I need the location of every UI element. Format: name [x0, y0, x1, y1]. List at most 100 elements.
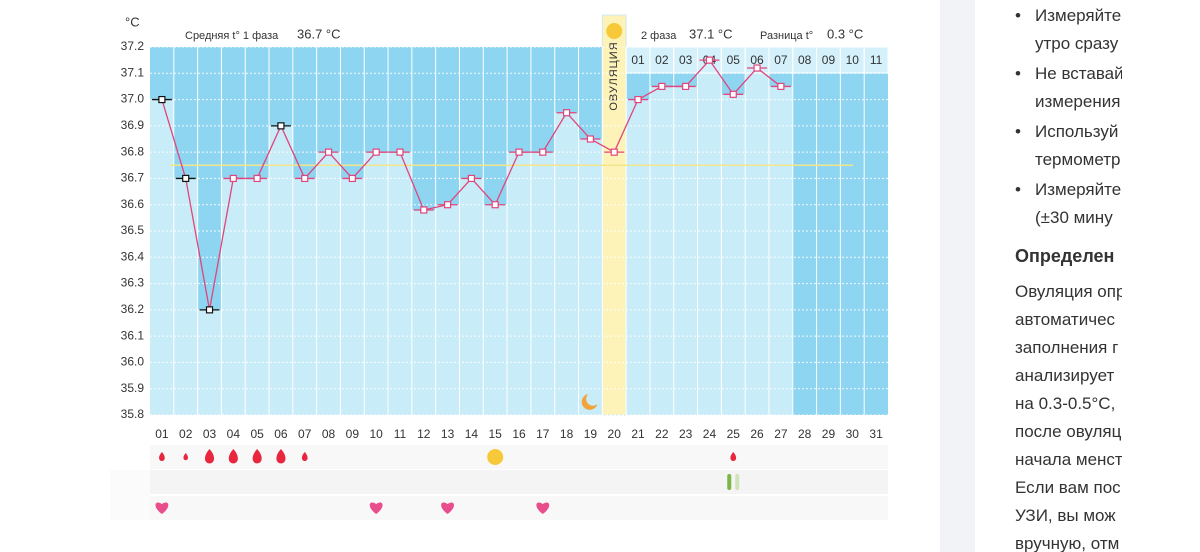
x-tick-label: 12: [417, 427, 431, 441]
x-tick-label: 22: [655, 427, 669, 441]
x-tick-label: 26: [750, 427, 764, 441]
x-tick-label: 31: [869, 427, 883, 441]
paragraph-line: вручную, отм: [1015, 534, 1120, 552]
bullet-line: Используй: [1035, 122, 1119, 141]
text-panel: Измеряйте утро сразу Не вставай измерения Ис…: [975, 0, 1122, 552]
x-tick-label: 01: [155, 427, 169, 441]
bar: [340, 178, 365, 415]
x-tick-label: 28: [798, 427, 812, 441]
bar: [459, 178, 484, 415]
bullet-line: термометр: [1035, 150, 1121, 169]
bar: [245, 178, 270, 415]
x-tick-label: 16: [512, 427, 526, 441]
x-tick-label: 25: [727, 427, 741, 441]
y-tick-label: 35.9: [121, 381, 145, 395]
marker: [610, 148, 618, 156]
diff-value: 0.3 °C: [827, 26, 863, 41]
drop-icon: [183, 453, 188, 461]
y-tick-label: 37.2: [121, 39, 145, 53]
sun-icon: [487, 449, 504, 465]
phase1-label: Средняя t° 1 фаза: [185, 30, 279, 42]
x-tick-label: 03: [203, 427, 217, 441]
paragraph-line: начала менст: [1015, 450, 1122, 469]
bar: [768, 86, 793, 415]
bar: [173, 178, 198, 415]
bullet-line: Не вставай: [1035, 64, 1122, 83]
phase2-day-label: 01: [631, 53, 645, 67]
test-icon: [727, 474, 732, 490]
y-tick-label: 36.6: [121, 197, 145, 211]
paragraph-line: на 0.3-0.5°C,: [1015, 394, 1116, 413]
bar: [578, 139, 603, 415]
y-tick-label: 36.2: [121, 302, 145, 316]
chart: °C Средняя t° 1 фаза 36.7 °C 2 фаза 37.1…: [120, 14, 889, 520]
paragraph-line: УЗИ, вы мож: [1015, 506, 1116, 525]
marker: [301, 174, 309, 183]
paragraph-line: автоматичес: [1015, 310, 1116, 329]
drop-icon: [276, 449, 286, 464]
bar: [197, 309, 222, 415]
y-tick-label: 36.4: [121, 249, 145, 263]
x-tick-label: 05: [250, 427, 264, 441]
icon-row: [150, 470, 888, 494]
phase2-day-label: 08: [798, 53, 812, 67]
x-tick-label: 27: [774, 427, 788, 441]
marker: [372, 148, 380, 156]
y-tick-label: 37.0: [121, 92, 145, 106]
y-tick-label: 36.5: [121, 223, 145, 237]
x-tick-label: 17: [536, 427, 550, 441]
x-tick-label: 29: [822, 427, 836, 441]
y-unit: °C: [125, 14, 140, 29]
marker: [563, 109, 571, 117]
ovulation-label: ОВУЛЯЦИЯ: [608, 41, 620, 110]
marker: [729, 90, 737, 98]
x-tick-label: 24: [703, 427, 717, 441]
x-tick-label: 14: [465, 427, 479, 441]
marker: [396, 148, 404, 156]
paragraph-line: Овуляция опр: [1015, 282, 1122, 301]
heart-icon: [369, 502, 383, 514]
marker: [539, 148, 547, 156]
icon-row: [150, 445, 888, 469]
drop-icon: [252, 449, 262, 464]
bar: [364, 152, 389, 415]
marker: [634, 95, 642, 104]
y-tick-label: 36.1: [121, 328, 145, 342]
bullet-item: Используй термометр: [975, 118, 1122, 174]
x-tick-label: 23: [679, 427, 693, 441]
y-tick-label: 36.7: [121, 171, 145, 185]
bar: [411, 209, 436, 415]
x-tick-label: 07: [298, 427, 312, 441]
phase2-day-label: 07: [774, 53, 788, 67]
x-tick-label: 10: [369, 427, 383, 441]
x-tick-label: 15: [489, 427, 503, 441]
marker: [348, 174, 356, 183]
marker: [420, 206, 428, 214]
test-icon: [735, 474, 740, 490]
bar: [649, 86, 674, 415]
sun-icon: [606, 23, 623, 39]
phase2-day-label: 03: [679, 53, 693, 67]
icon-row: [150, 496, 888, 520]
x-tick-label: 09: [346, 427, 360, 441]
marker: [324, 148, 333, 156]
y-tick-label: 36.9: [121, 118, 145, 132]
paragraph-line: после овуляц: [1015, 422, 1122, 441]
marker: [182, 174, 190, 183]
marker: [753, 64, 761, 72]
drop-icon: [204, 449, 215, 464]
x-tick-label: 11: [394, 427, 407, 441]
diff-label: Разница t°: [760, 30, 813, 42]
x-tick-label: 21: [631, 427, 645, 441]
paragraph-line: Если вам пос: [1015, 478, 1121, 497]
marker: [515, 148, 523, 156]
y-tick-label: 36.0: [121, 355, 145, 369]
x-tick-label: 20: [608, 427, 622, 441]
bar: [221, 178, 246, 415]
x-tick-label: 06: [274, 427, 288, 441]
bar: [673, 86, 698, 415]
moon-icon: [581, 394, 598, 410]
paragraph-line: заполнения г: [1015, 338, 1119, 357]
marker: [467, 174, 475, 183]
bullet-item: Измеряйте (±30 мину: [975, 176, 1122, 232]
